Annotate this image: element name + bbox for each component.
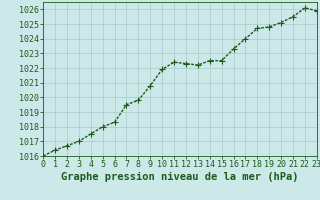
X-axis label: Graphe pression niveau de la mer (hPa): Graphe pression niveau de la mer (hPa) (61, 172, 299, 182)
